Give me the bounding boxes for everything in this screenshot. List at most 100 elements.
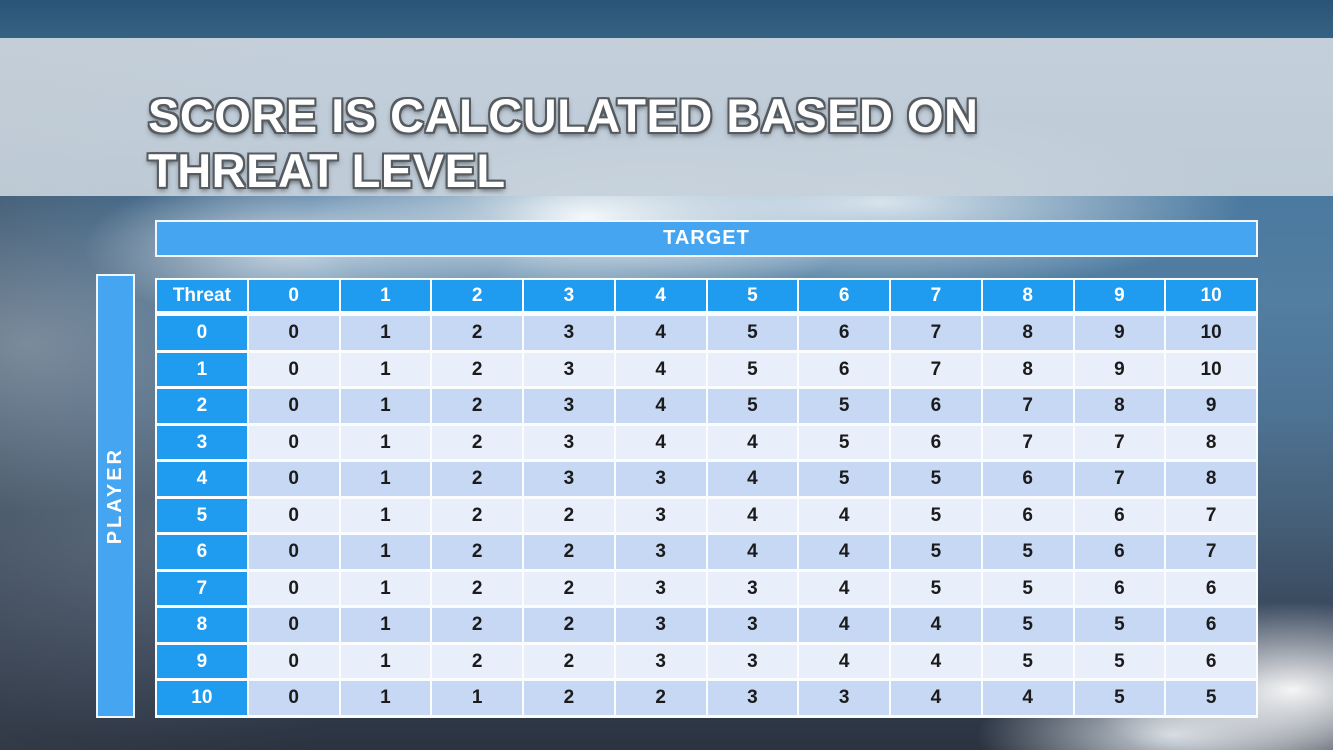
score-cell: 1 — [338, 350, 433, 390]
score-cell: 1 — [338, 532, 433, 572]
row-header: 10 — [155, 678, 249, 718]
score-cell: 3 — [613, 496, 708, 536]
page-title: SCORE IS CALCULATED BASED ON THREAT LEVEL — [148, 88, 978, 198]
row-header: 3 — [155, 423, 249, 463]
score-cell: 5 — [980, 642, 1075, 682]
score-cell: 1 — [338, 386, 433, 426]
score-cell: 1 — [338, 569, 433, 609]
score-cell: 10 — [1164, 350, 1258, 390]
score-cell: 2 — [430, 605, 524, 645]
score-cell: 3 — [705, 678, 800, 718]
row-header: 1 — [155, 350, 249, 390]
column-header: 10 — [1164, 278, 1258, 316]
column-header: 9 — [1072, 278, 1167, 316]
page-title-line1: SCORE IS CALCULATED BASED ON — [148, 89, 979, 142]
score-cell: 5 — [705, 350, 800, 390]
table-row: 0 0 1 2 3 4 5 6 7 8 9 10 — [155, 312, 1258, 353]
score-cell: 6 — [797, 350, 891, 390]
score-cell: 2 — [430, 386, 524, 426]
row-header: 0 — [155, 312, 249, 353]
score-cell: 9 — [1072, 312, 1167, 353]
score-cell: 5 — [797, 423, 891, 463]
score-cell: 4 — [797, 605, 891, 645]
score-cell: 4 — [613, 386, 708, 426]
score-cell: 2 — [522, 642, 616, 682]
score-cell: 1 — [338, 496, 433, 536]
score-cell: 2 — [522, 678, 616, 718]
score-cell: 0 — [246, 312, 341, 353]
score-cell: 4 — [705, 423, 800, 463]
score-cell: 3 — [705, 569, 800, 609]
score-cell: 5 — [980, 569, 1075, 609]
column-header: 0 — [246, 278, 341, 316]
score-cell: 7 — [1072, 423, 1167, 463]
score-cell: 5 — [889, 459, 983, 499]
column-header: 5 — [705, 278, 800, 316]
score-cell: 8 — [1164, 459, 1258, 499]
column-header: 7 — [889, 278, 983, 316]
score-cell: 4 — [797, 496, 891, 536]
score-cell: 2 — [522, 605, 616, 645]
score-cell: 0 — [246, 532, 341, 572]
score-cell: 3 — [522, 459, 616, 499]
score-cell: 5 — [1072, 678, 1167, 718]
column-header: 2 — [430, 278, 524, 316]
title-band: SCORE IS CALCULATED BASED ON THREAT LEVEL — [0, 38, 1333, 198]
header-row: Threat 0 1 2 3 4 5 6 7 8 9 10 — [155, 278, 1258, 316]
score-cell: 7 — [1164, 532, 1258, 572]
score-cell: 7 — [980, 386, 1075, 426]
page-title-line2: THREAT LEVEL — [148, 144, 506, 197]
column-header: 8 — [980, 278, 1075, 316]
score-cell: 4 — [705, 496, 800, 536]
score-cell: 1 — [338, 605, 433, 645]
row-header: 7 — [155, 569, 249, 609]
score-cell: 4 — [797, 532, 891, 572]
score-cell: 5 — [889, 569, 983, 609]
score-cell: 4 — [705, 532, 800, 572]
score-cell: 7 — [889, 350, 983, 390]
score-cell: 4 — [797, 642, 891, 682]
score-cell: 8 — [1164, 423, 1258, 463]
score-cell: 4 — [889, 678, 983, 718]
score-cell: 3 — [522, 312, 616, 353]
score-cell: 0 — [246, 605, 341, 645]
score-table-body: 0 0 1 2 3 4 5 6 7 8 9 10 1 0 1 2 3 4 5 6 7 8 9 10 2 0 1 2 3 4 5 5 6 7 8 9 3 0… — [155, 312, 1258, 718]
score-cell: 6 — [889, 423, 983, 463]
score-cell: 6 — [1072, 532, 1167, 572]
score-cell: 8 — [980, 312, 1075, 353]
score-cell: 6 — [1164, 605, 1258, 645]
score-cell: 2 — [430, 642, 524, 682]
score-cell: 0 — [246, 569, 341, 609]
score-cell: 0 — [246, 496, 341, 536]
score-cell: 0 — [246, 678, 341, 718]
score-cell: 6 — [980, 459, 1075, 499]
player-axis-banner: PLAYER — [96, 274, 135, 718]
score-cell: 2 — [613, 678, 708, 718]
score-cell: 2 — [430, 532, 524, 572]
score-cell: 2 — [430, 459, 524, 499]
score-cell: 6 — [1164, 569, 1258, 609]
score-cell: 9 — [1164, 386, 1258, 426]
score-cell: 9 — [1072, 350, 1167, 390]
score-cell: 3 — [705, 605, 800, 645]
score-cell: 3 — [797, 678, 891, 718]
row-header: 8 — [155, 605, 249, 645]
score-cell: 4 — [889, 642, 983, 682]
score-cell: 1 — [430, 678, 524, 718]
score-cell: 0 — [246, 642, 341, 682]
score-cell: 5 — [705, 386, 800, 426]
score-cell: 3 — [613, 642, 708, 682]
score-cell: 5 — [797, 459, 891, 499]
score-cell: 3 — [705, 642, 800, 682]
score-cell: 2 — [522, 569, 616, 609]
score-cell: 7 — [1164, 496, 1258, 536]
top-sky-strip — [0, 0, 1333, 38]
score-cell: 4 — [797, 569, 891, 609]
score-cell: 5 — [797, 386, 891, 426]
score-cell: 6 — [1072, 496, 1167, 536]
